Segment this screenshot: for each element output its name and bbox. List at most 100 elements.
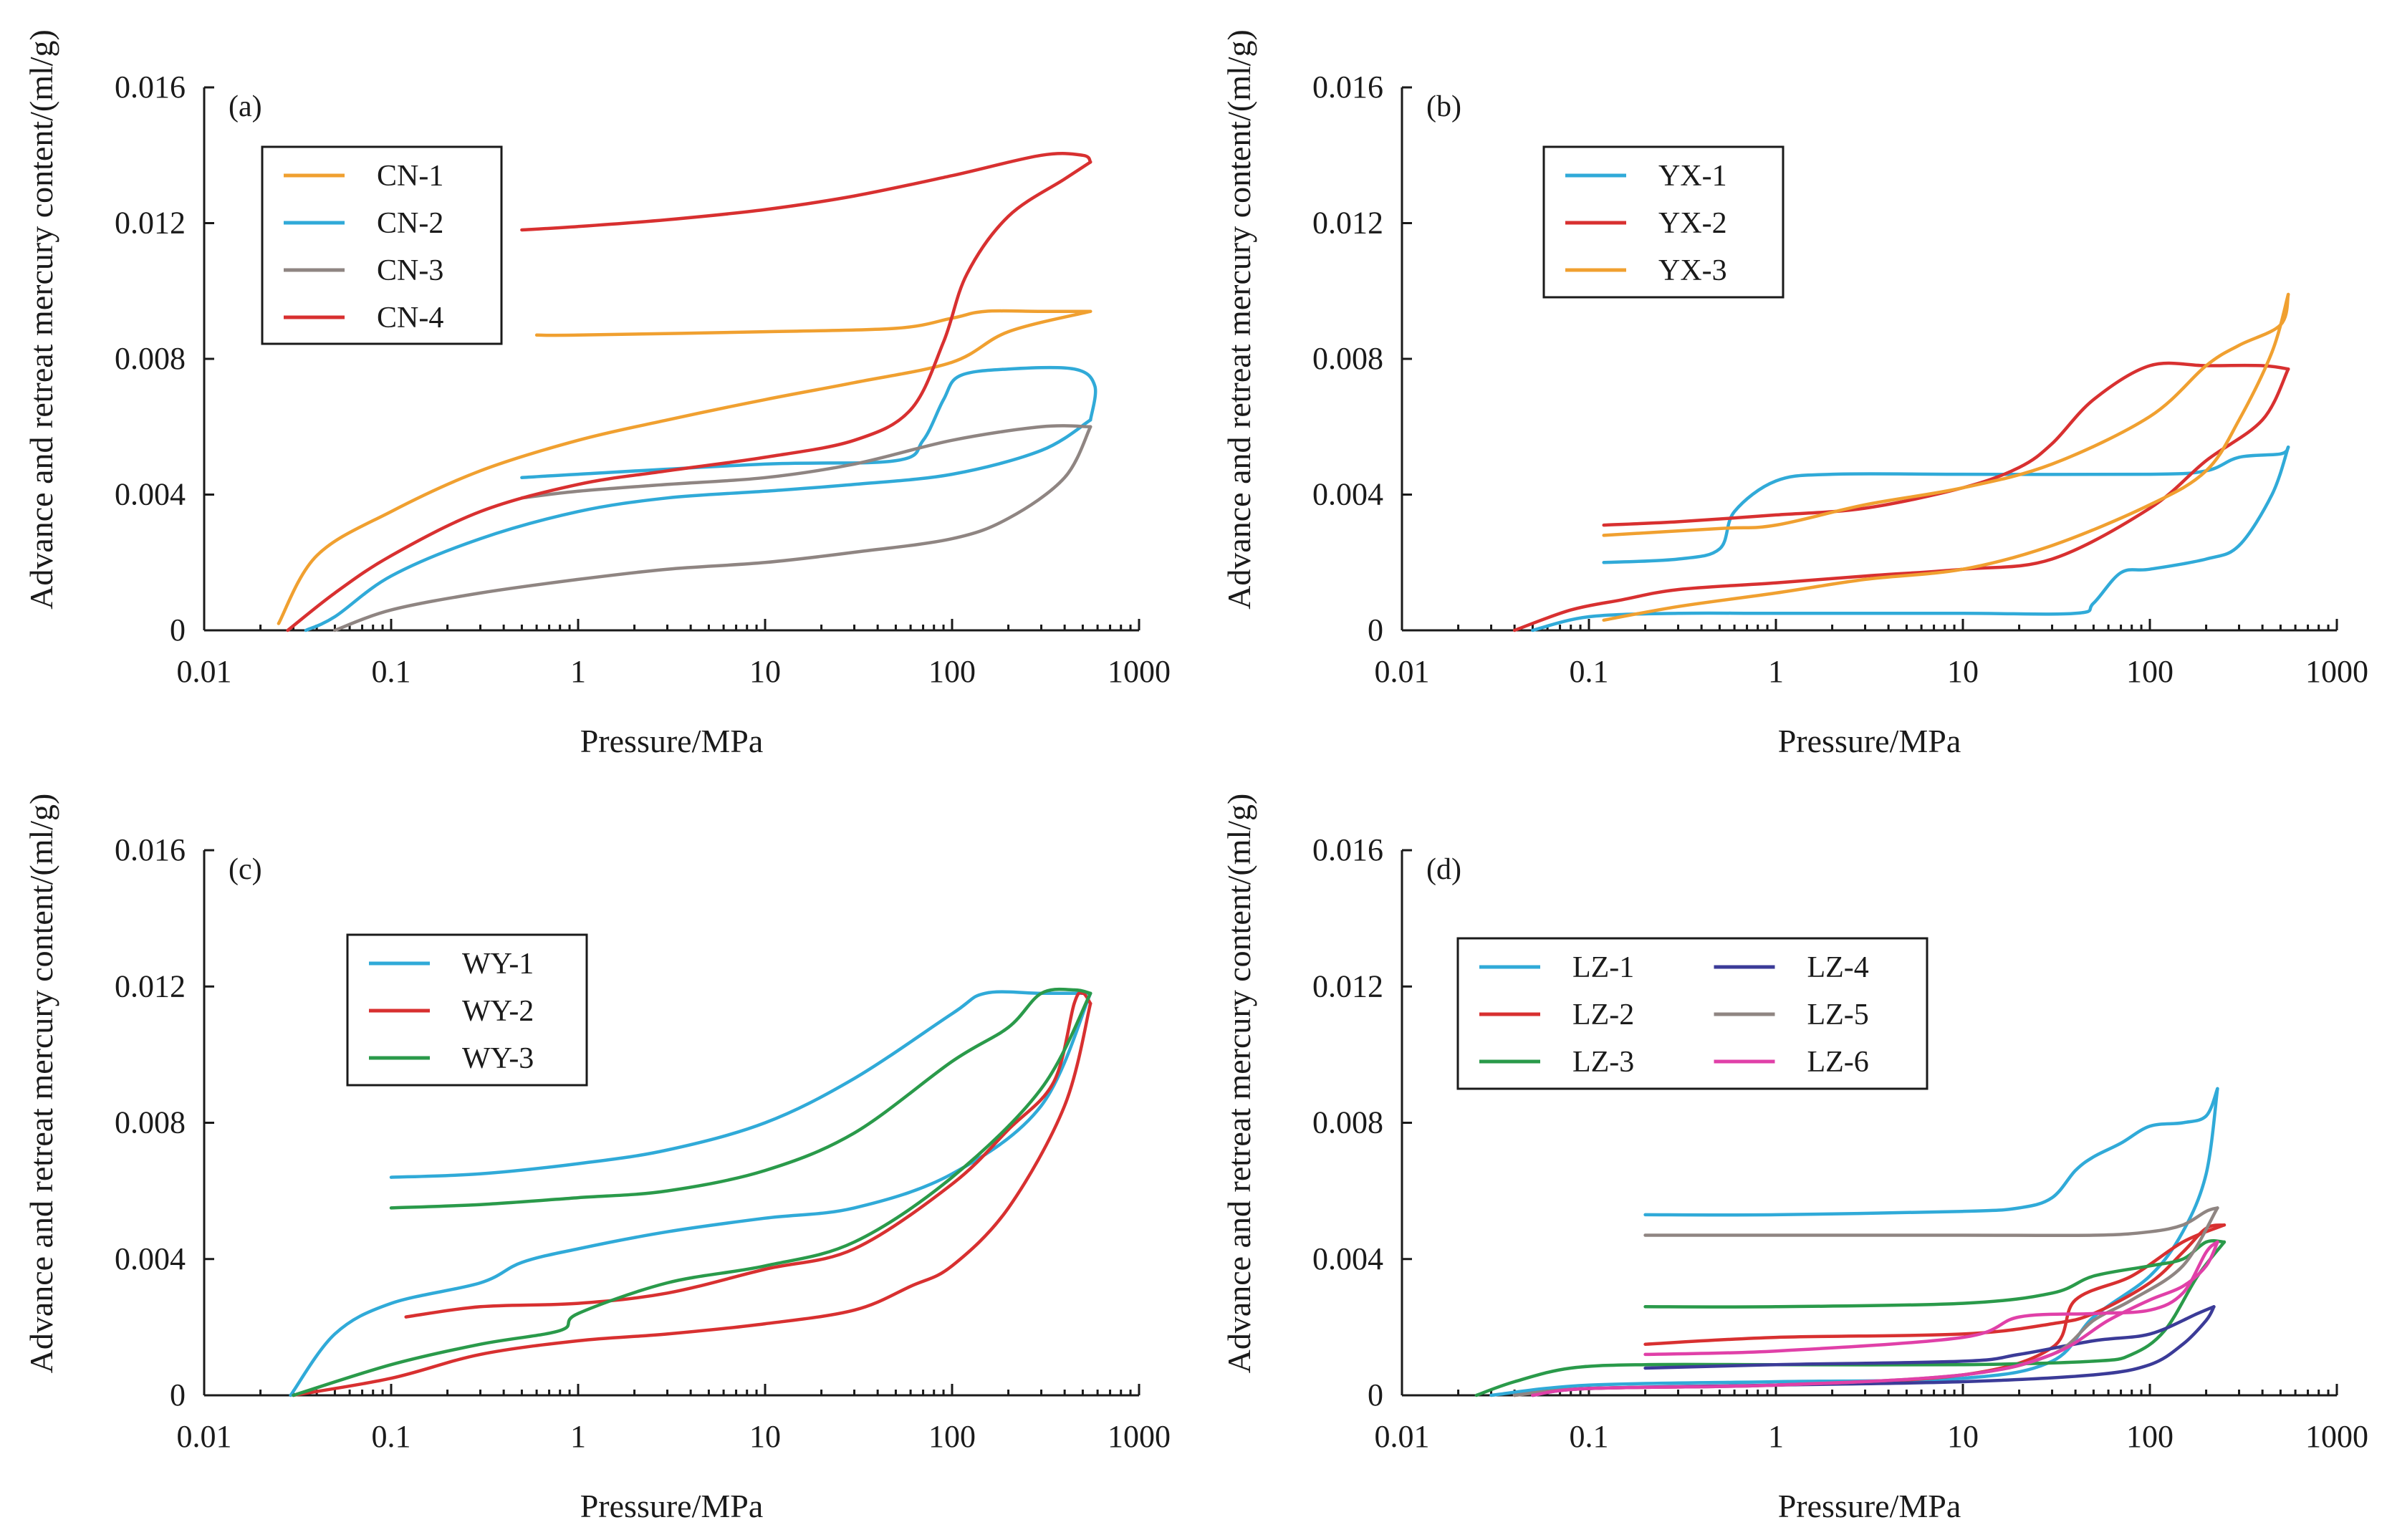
x-tick-label: 100 <box>2126 654 2174 689</box>
y-tick-label: 0.004 <box>115 1241 186 1276</box>
y-tick-label: 0.012 <box>115 968 186 1004</box>
legend-label-LZ-2: LZ-2 <box>1572 998 1634 1031</box>
series-line-WY-3-intrusion <box>292 991 1092 1397</box>
legend: CN-1 CN-2 CN-3 CN-4 <box>261 145 503 345</box>
y-tick-label: 0.016 <box>115 832 186 867</box>
legend-label-YX-3: YX-3 <box>1658 254 1727 287</box>
legend: LZ-1 LZ-2 LZ-3 LZ-4 LZ-5 LZ-6 <box>1456 937 1929 1090</box>
series-line-YX-2-intrusion <box>1512 367 2290 632</box>
y-axis-title: Advance and retreat mercury content/(ml/… <box>1221 29 1257 610</box>
x-axis-title: Pressure/MPa <box>580 1488 764 1524</box>
y-axis-title: Advance and retreat mercury content/(ml/… <box>1221 794 1257 1374</box>
panel-label: (b) <box>1426 90 1461 123</box>
series-line-YX-1-extrusion <box>1602 445 2290 564</box>
x-tick-label: 1000 <box>1108 654 1171 689</box>
x-axis-title: Pressure/MPa <box>1778 1488 1961 1524</box>
y-tick-label: 0 <box>1368 612 1383 648</box>
series-line-CN-2-intrusion <box>304 418 1092 632</box>
chart-panel-0: 0 0.004 0.008 0.012 0.016 0.01 0.1 1 10 100 1000 Pr… <box>23 29 1171 759</box>
chart-panel-3: 0 0.004 0.008 0.012 0.016 0.01 0.1 1 10 100 1000 Pr… <box>1221 794 2368 1524</box>
legend-label-LZ-1: LZ-1 <box>1572 951 1634 984</box>
legend-label-YX-2: YX-2 <box>1658 207 1727 240</box>
series-line-WY-3-extrusion <box>389 987 1092 1210</box>
legend: YX-1 YX-2 YX-3 <box>1542 145 1785 299</box>
legend-label-LZ-3: LZ-3 <box>1572 1046 1634 1079</box>
x-tick-label: 100 <box>2126 1419 2174 1454</box>
series-line-WY-2-extrusion <box>404 991 1092 1319</box>
series-line-YX-3-intrusion <box>1602 292 2290 622</box>
x-tick-label: 10 <box>1947 654 1979 689</box>
series-line-CN-2-extrusion <box>520 365 1097 480</box>
x-tick-label: 0.01 <box>177 654 232 689</box>
legend-label-LZ-4: LZ-4 <box>1807 951 1869 984</box>
series-line-LZ-2-extrusion <box>1643 1223 2227 1346</box>
x-tick-label: 1 <box>1768 1419 1784 1454</box>
y-tick-label: 0.004 <box>1312 1241 1383 1276</box>
y-tick-label: 0.008 <box>1312 1105 1383 1140</box>
x-tick-label: 10 <box>1947 1419 1979 1454</box>
y-tick-label: 0.008 <box>115 341 186 376</box>
chart-panel-2: 0 0.004 0.008 0.012 0.016 0.01 0.1 1 10 100 1000 Pr… <box>23 794 1171 1524</box>
series-line-CN-4-intrusion <box>286 160 1092 632</box>
y-tick-label: 0.016 <box>115 69 186 105</box>
series-line-LZ-6-intrusion <box>1531 1240 2219 1397</box>
series-line-LZ-6-extrusion <box>1643 1240 2219 1357</box>
y-tick-label: 0.008 <box>1312 341 1383 376</box>
legend-label-WY-2: WY-2 <box>462 995 534 1028</box>
x-tick-label: 1000 <box>2305 654 2368 689</box>
x-tick-label: 1 <box>1768 654 1784 689</box>
x-tick-label: 0.1 <box>1570 1419 1609 1454</box>
x-tick-label: 10 <box>749 1419 781 1454</box>
x-tick-label: 100 <box>928 654 976 689</box>
y-axis-title: Advance and retreat mercury content/(ml/… <box>23 29 59 610</box>
x-tick-label: 0.1 <box>372 654 411 689</box>
panel-label: (a) <box>229 90 262 123</box>
x-tick-label: 1 <box>570 654 586 689</box>
x-tick-label: 0.1 <box>1570 654 1609 689</box>
series-line-LZ-1-extrusion <box>1643 1087 2219 1217</box>
x-tick-label: 0.01 <box>1375 654 1430 689</box>
legend-label-WY-3: WY-3 <box>462 1042 534 1075</box>
series-line-LZ-5-extrusion <box>1643 1206 2219 1238</box>
series-line-LZ-1-intrusion <box>1489 1087 2219 1397</box>
x-tick-label: 0.1 <box>372 1419 411 1454</box>
x-axis-title: Pressure/MPa <box>1778 723 1961 759</box>
panel-label: (d) <box>1426 853 1461 886</box>
legend-label-CN-4: CN-4 <box>377 302 443 335</box>
y-tick-label: 0.012 <box>1312 206 1383 241</box>
legend-label-LZ-6: LZ-6 <box>1807 1046 1869 1079</box>
x-tick-label: 10 <box>749 654 781 689</box>
x-tick-label: 1000 <box>1108 1419 1171 1454</box>
series-line-CN-3-intrusion <box>333 425 1092 632</box>
y-axis-title: Advance and retreat mercury content/(ml/… <box>23 794 59 1374</box>
legend-label-CN-3: CN-3 <box>377 254 443 287</box>
x-axis-title: Pressure/MPa <box>580 723 764 759</box>
chart-panel-1: 0 0.004 0.008 0.012 0.016 0.01 0.1 1 10 100 1000 Pr… <box>1221 29 2368 759</box>
legend: WY-1 WY-2 WY-3 <box>346 933 588 1087</box>
y-tick-label: 0 <box>170 1377 186 1413</box>
series-line-CN-1-intrusion <box>277 309 1092 625</box>
y-tick-label: 0.012 <box>1312 968 1383 1004</box>
x-tick-label: 0.01 <box>1375 1419 1430 1454</box>
legend-label-CN-1: CN-1 <box>377 160 443 193</box>
y-tick-label: 0.004 <box>115 477 186 512</box>
y-tick-label: 0.016 <box>1312 832 1383 867</box>
y-tick-label: 0.008 <box>115 1105 186 1140</box>
y-tick-label: 0 <box>170 612 186 648</box>
y-tick-label: 0.004 <box>1312 477 1383 512</box>
x-tick-label: 1000 <box>2305 1419 2368 1454</box>
y-tick-label: 0.012 <box>115 206 186 241</box>
series-line-WY-2-intrusion <box>292 1001 1092 1397</box>
panel-label: (c) <box>229 853 262 886</box>
x-tick-label: 100 <box>928 1419 976 1454</box>
legend-label-YX-1: YX-1 <box>1658 160 1727 193</box>
series-line-CN-3-extrusion <box>520 424 1092 500</box>
series-line-LZ-4-extrusion <box>1643 1305 2216 1370</box>
y-tick-label: 0 <box>1368 1377 1383 1413</box>
x-tick-label: 1 <box>570 1419 586 1454</box>
series-line-LZ-2-intrusion <box>1512 1223 2227 1397</box>
series-line-YX-1-intrusion <box>1531 445 2290 632</box>
series-line-CN-4-extrusion <box>520 152 1092 232</box>
legend-label-WY-1: WY-1 <box>462 948 534 981</box>
